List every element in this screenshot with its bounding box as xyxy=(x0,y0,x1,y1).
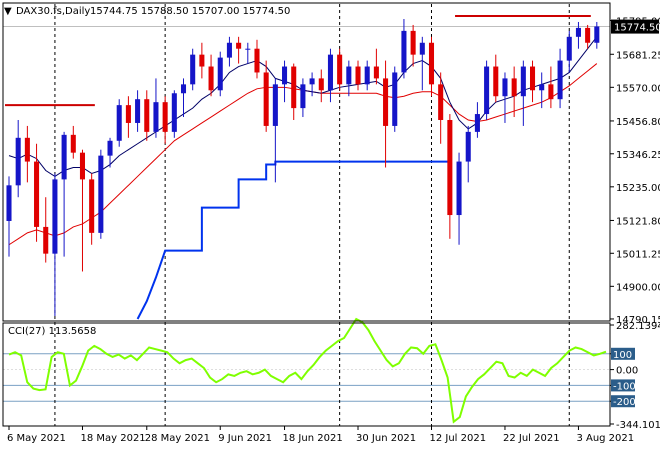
candle-body xyxy=(6,185,11,221)
candle-body xyxy=(71,135,76,153)
candle-body xyxy=(163,102,168,132)
candle-body xyxy=(282,67,287,85)
candle-body xyxy=(539,84,544,90)
candle-body xyxy=(199,55,204,67)
candle-body xyxy=(172,93,177,132)
current-price-label: 15774.50 xyxy=(614,23,660,34)
candle-body xyxy=(355,67,360,85)
price-y-tick-label: 15456.80 xyxy=(616,117,660,128)
candle-body xyxy=(521,67,526,97)
candle-body xyxy=(80,153,85,180)
candle-body xyxy=(457,162,462,215)
candle-body xyxy=(328,55,333,91)
candle-body xyxy=(447,120,452,215)
candle-body xyxy=(365,67,370,85)
candle-body xyxy=(190,55,195,85)
candle-body xyxy=(218,58,223,91)
candle-body xyxy=(236,43,241,49)
candle-body xyxy=(475,114,480,132)
cci-y-tick-label: 0.00 xyxy=(616,366,638,377)
candle-body xyxy=(227,43,232,58)
candle-body xyxy=(181,84,186,93)
candle-body xyxy=(558,61,563,100)
cci-level-tag-label: -200 xyxy=(613,397,636,408)
candle-body xyxy=(144,99,149,132)
candle-body xyxy=(493,67,498,97)
x-tick-label: 30 Jun 2021 xyxy=(356,433,416,444)
x-tick-label: 28 May 2021 xyxy=(145,433,210,444)
candle-body xyxy=(346,67,351,85)
candle-body xyxy=(153,102,158,132)
price-y-tick-label: 14900.00 xyxy=(616,282,660,293)
candle-body xyxy=(98,156,103,233)
cci-title: CCI(27) 113.5658 xyxy=(8,326,96,337)
candle-body xyxy=(43,227,48,254)
cci-y-tick-label: 282.1394 xyxy=(616,321,660,332)
candle-body xyxy=(62,135,67,180)
candle-body xyxy=(530,67,535,91)
candle-body xyxy=(484,67,489,115)
x-tick-label: 18 May 2021 xyxy=(80,433,145,444)
candle-body xyxy=(548,84,553,99)
price-y-tick-label: 15346.25 xyxy=(616,150,660,161)
candle-body xyxy=(392,72,397,125)
candle-body xyxy=(319,78,324,90)
candle-body xyxy=(594,26,599,42)
candle-body xyxy=(34,162,39,227)
candle-body xyxy=(126,105,131,123)
candle-body xyxy=(502,78,507,96)
x-tick-label: 6 May 2021 xyxy=(7,433,66,444)
candle-body xyxy=(567,37,572,61)
candle-body xyxy=(429,43,434,85)
candle-body xyxy=(108,141,113,156)
price-y-tick-label: 15681.25 xyxy=(616,50,660,61)
x-tick-label: 9 Jun 2021 xyxy=(218,433,272,444)
x-tick-label: 3 Aug 2021 xyxy=(576,433,634,444)
chart-collapse-icon[interactable]: ▼ xyxy=(4,6,12,17)
candle-body xyxy=(264,72,269,125)
candle-body xyxy=(337,55,342,85)
candle-body xyxy=(16,138,21,186)
candle-body xyxy=(420,43,425,55)
candle-body xyxy=(117,105,122,141)
candle-body xyxy=(466,132,471,162)
candle-body xyxy=(383,78,388,126)
candle-body xyxy=(245,49,250,50)
candle-body xyxy=(254,49,259,73)
candle-body xyxy=(310,78,315,84)
candle-body xyxy=(25,138,30,162)
candle-body xyxy=(52,179,57,253)
x-tick-label: 22 Jul 2021 xyxy=(503,433,560,444)
candle-body xyxy=(209,67,214,91)
cci-y-tick-label: -344.1015 xyxy=(616,420,660,431)
price-y-tick-label: 15235.00 xyxy=(616,183,660,194)
x-tick-label: 18 Jun 2021 xyxy=(283,433,343,444)
x-tick-label: 12 Jul 2021 xyxy=(429,433,486,444)
candle-body xyxy=(512,78,517,96)
cci-level-tag-label: -100 xyxy=(613,381,636,392)
candle-body xyxy=(300,84,305,108)
candle-body xyxy=(135,99,140,123)
candle-body xyxy=(89,179,94,232)
price-y-tick-label: 15121.80 xyxy=(616,216,660,227)
candle-body xyxy=(411,31,416,55)
candle-body xyxy=(401,31,406,73)
chart-ohlc: 15744.75 15788.50 15707.00 15774.50 xyxy=(90,6,290,17)
candle-body xyxy=(438,84,443,120)
price-y-tick-label: 15011.25 xyxy=(616,249,660,260)
candle-body xyxy=(576,28,581,37)
chart-symbol: DAX30.fs,Daily xyxy=(16,6,90,17)
candle-body xyxy=(273,84,278,126)
price-y-tick-label: 15570.00 xyxy=(616,83,660,94)
candle-body xyxy=(374,67,379,79)
candle-body xyxy=(291,67,296,109)
candle-body xyxy=(585,28,590,43)
cci-level-tag-label: 100 xyxy=(613,350,632,361)
